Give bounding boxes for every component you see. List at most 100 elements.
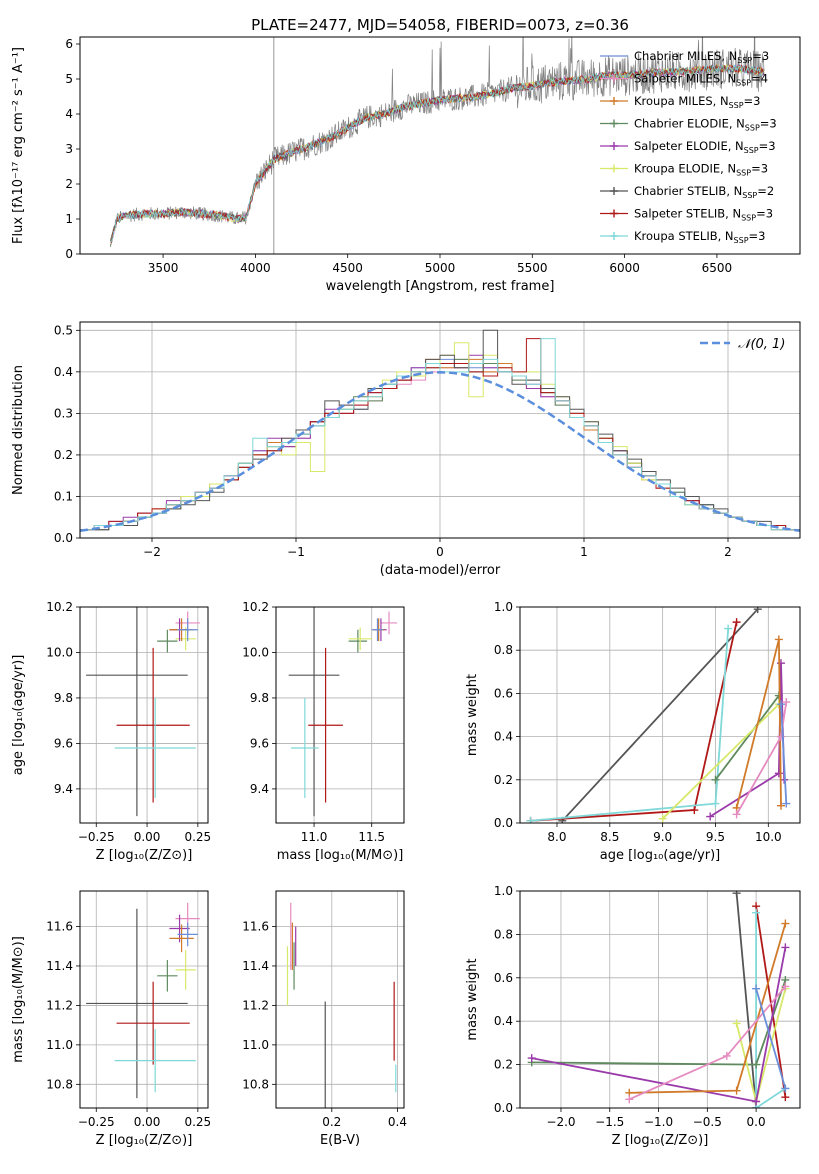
axes-frame (79, 606, 209, 824)
x-tick-label: 0.00 (134, 1115, 161, 1129)
panel-mass_vs_Z: −0.25 0.00 0.25 10.8 11.0 11.2 11.4 11.6 Z [log₁… (11, 890, 211, 1148)
x-tick-label: 11.5 (358, 830, 385, 844)
weight-point (527, 1054, 536, 1063)
y-tick-label: 5 (65, 72, 73, 86)
y-tick-label: 0.2 (494, 1058, 513, 1072)
plot-area (86, 607, 200, 817)
panel-residuals: −2 −1 0 1 2 0.0 0.1 0.2 0.3 0.4 0.5 (data-model)/er… (11, 321, 801, 578)
y-tick-label: 10.8 (242, 1077, 269, 1091)
x-axis-label: mass [log₁₀(M/M⊙)] (277, 848, 404, 863)
y-tick-label: 0.3 (54, 406, 73, 420)
weight-point (706, 812, 715, 821)
y-tick-label: 10.0 (242, 645, 269, 659)
y-tick-label: 0.8 (494, 643, 513, 657)
x-tick-label: 0.00 (134, 830, 161, 844)
panel-spectrum: 3500 4000 4500 5000 5500 6000 6500 0 1 2 3 4 5 6 wavel… (11, 36, 801, 294)
x-tick-label: −0.25 (78, 830, 115, 844)
plot-area (110, 37, 765, 254)
weight-point (732, 618, 741, 627)
y-tick-label: 0.2 (494, 773, 513, 787)
axes-frame (519, 890, 801, 1109)
y-axis-label: Flux [fλ10⁻¹⁷ erg cm⁻² s⁻¹ A⁻¹] (11, 47, 26, 244)
y-axis-label: mass [log₁₀(M/M⊙)] (11, 936, 26, 1063)
y-axis-label: mass weight (465, 958, 480, 1040)
weight-point (732, 1086, 741, 1095)
weight-point (776, 700, 785, 709)
weight-point (774, 635, 783, 644)
x-tick-label: 0.0 (747, 1115, 766, 1129)
legend-label: Chabrier ELODIE, NSSP=3 (634, 117, 777, 133)
weight-point (711, 799, 720, 808)
weight-point (782, 698, 791, 707)
panel-weight_vs_age: 8.0 8.5 9.0 9.5 10.0 0.0 0.2 0.4 0.6 0.8 1.0 age [l… (465, 600, 801, 863)
weight-line (561, 608, 759, 822)
y-tick-label: 11.6 (242, 920, 269, 934)
panel-age_vs_mass: 11.0 11.5 9.4 9.6 9.8 10.0 10.2 mass [log₁₀(M/M… (242, 600, 405, 863)
y-tick-label: 1 (65, 212, 73, 226)
y-tick-label: 10.8 (46, 1077, 73, 1091)
weight-line (714, 695, 780, 781)
y-tick-label: 0.5 (54, 323, 73, 337)
weight-point (752, 1097, 761, 1106)
y-tick-label: 9.6 (250, 736, 269, 750)
plot-area (288, 607, 398, 817)
chart-title: PLATE=2477, MJD=54058, FIBERID=0073, z=0… (251, 16, 629, 34)
x-axis-label: age [log₁₀(age/yr)] (600, 848, 721, 863)
x-axis-label: E(B-V) (320, 1133, 360, 1148)
x-axis-label: wavelength [Angstrom, rest frame] (326, 279, 555, 294)
y-tick-label: 11.0 (46, 1038, 73, 1052)
axes-frame (79, 36, 801, 255)
x-tick-label: −1 (287, 545, 305, 559)
weight-point (526, 816, 535, 823)
x-tick-label: 2 (724, 545, 732, 559)
y-tick-label: 10.2 (242, 600, 269, 614)
y-tick-label: 0.0 (494, 816, 513, 830)
legend-label: Chabrier MILES, NSSP=3 (634, 49, 769, 65)
y-tick-label: 9.4 (250, 782, 269, 796)
y-tick-label: 11.2 (46, 998, 73, 1012)
plot-area (80, 329, 800, 532)
weight-point (781, 919, 790, 928)
x-tick-label: 0.25 (184, 830, 211, 844)
x-axis-label: Z [log₁₀(Z/Z⊙)] (96, 1133, 193, 1148)
legend-label: Salpeter ELODIE, NSSP=3 (634, 139, 776, 155)
x-tick-label: 10.0 (755, 830, 782, 844)
weight-point (690, 806, 699, 815)
y-tick-label: 0 (65, 247, 73, 261)
panel-mass_vs_ebv: 0.2 0.4 10.8 11.0 11.2 11.4 11.6 E(B-V) (242, 890, 407, 1148)
y-tick-label: 11.4 (242, 959, 269, 973)
y-tick-label: 10.2 (46, 600, 73, 614)
x-axis-label: Z [log₁₀(Z/Z⊙)] (612, 1133, 709, 1148)
weight-point (753, 607, 762, 614)
weight-point (776, 732, 785, 741)
weight-point (776, 659, 785, 668)
legend-marker (610, 74, 618, 83)
legend-label-normal: 𝒩(0, 1) (738, 337, 785, 352)
panel-weight_vs_Z: −2.0 −1.5 −1.0 −0.5 0.0 0.0 0.2 0.4 0.6 0.8 1.0 Z [… (465, 884, 801, 1148)
x-tick-label: 0 (436, 545, 444, 559)
weight-point (658, 814, 667, 823)
panel-age_vs_Z: −0.25 0.00 0.25 9.4 9.6 9.8 10.0 10.2 Z [log₁₀(Z… (11, 600, 211, 863)
weight-line (780, 704, 788, 804)
legend-label: Chabrier STELIB, NSSP=2 (634, 184, 774, 200)
weight-point (781, 943, 790, 952)
axes-frame (275, 606, 405, 824)
spectrum-legend: Chabrier MILES, NSSP=3 Salpeter MILES, NS… (600, 49, 777, 245)
y-axis-label: mass weight (465, 674, 480, 756)
x-axis-label: Z [log₁₀(Z/Z⊙)] (96, 848, 193, 863)
x-tick-label: −1.0 (644, 1115, 673, 1129)
plot-area (286, 902, 397, 1108)
legend-label: Kroupa MILES, NSSP=3 (634, 94, 760, 110)
weight-point (752, 1060, 761, 1069)
weight-point (752, 908, 761, 917)
y-tick-label: 11.4 (46, 959, 73, 973)
x-tick-label: 0.25 (184, 1115, 211, 1129)
normal-curve (80, 371, 800, 532)
axes-frame (79, 321, 801, 539)
x-tick-label: 0.4 (388, 1115, 407, 1129)
axes-frame (275, 890, 405, 1109)
axes-frame (519, 606, 801, 824)
y-tick-label: 9.6 (54, 736, 73, 750)
weight-line (661, 703, 780, 820)
